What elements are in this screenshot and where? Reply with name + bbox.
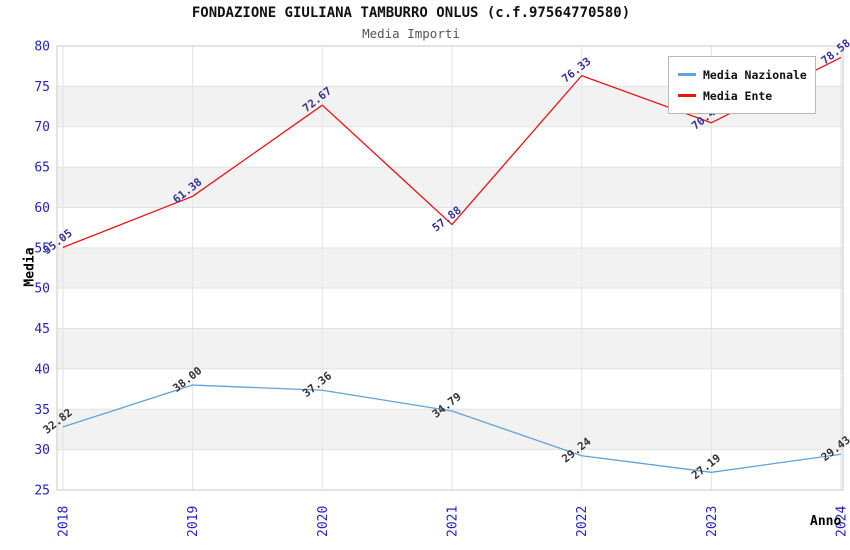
legend-item-media-ente: Media Ente	[678, 85, 815, 106]
x-tick-label: 2018	[57, 506, 72, 537]
y-tick-label: 35	[34, 403, 50, 418]
x-tick-label: 2020	[316, 506, 331, 537]
x-tick-label: 2024	[835, 506, 850, 537]
y-tick-label: 25	[34, 484, 50, 499]
media-nazionale-line	[62, 384, 842, 473]
legend: Media Nazionale Media Ente	[668, 56, 816, 114]
media-ente-data-label: 78.58	[819, 37, 850, 68]
plot-border	[56, 45, 844, 491]
y-tick-label: 80	[34, 40, 50, 55]
y-tick-label: 55	[34, 241, 50, 256]
plot-band	[57, 167, 843, 208]
y-tick-label: 50	[34, 282, 50, 297]
plot-band	[57, 247, 843, 289]
plot-band	[57, 409, 843, 450]
x-axis-title: Anno	[810, 514, 842, 529]
x-tick-label: 2022	[575, 506, 590, 537]
y-tick-label: 75	[34, 80, 50, 95]
chart-title: FONDAZIONE GIULIANA TAMBURRO ONLUS (c.f.…	[191, 5, 631, 21]
media-ente-line-swatch	[678, 94, 696, 97]
y-tick-label: 70	[34, 120, 50, 135]
media-ente-line	[62, 56, 842, 249]
legend-label-media-nazionale: Media Nazionale	[703, 67, 807, 82]
media-nazionale-line-swatch	[678, 73, 696, 76]
media-nazionale-data-label: 37.36	[300, 369, 334, 400]
legend-label-media-ente: Media Ente	[703, 88, 773, 103]
y-tick-label: 30	[34, 443, 50, 458]
x-tick-label: 2019	[186, 506, 201, 537]
legend-item-media-nazionale: Media Nazionale	[678, 64, 815, 85]
y-tick-label: 65	[34, 161, 50, 176]
y-tick-label: 40	[34, 362, 50, 377]
x-tick-label: 2023	[705, 506, 720, 537]
plot-band	[57, 328, 843, 369]
chart-subtitle: Media Importi	[362, 26, 460, 41]
y-tick-label: 45	[34, 322, 50, 337]
media-nazionale-data-label: 27.19	[689, 451, 723, 482]
y-axis-title: Media	[22, 247, 38, 287]
y-tick-label: 60	[34, 201, 50, 216]
x-tick-label: 2021	[446, 506, 461, 537]
